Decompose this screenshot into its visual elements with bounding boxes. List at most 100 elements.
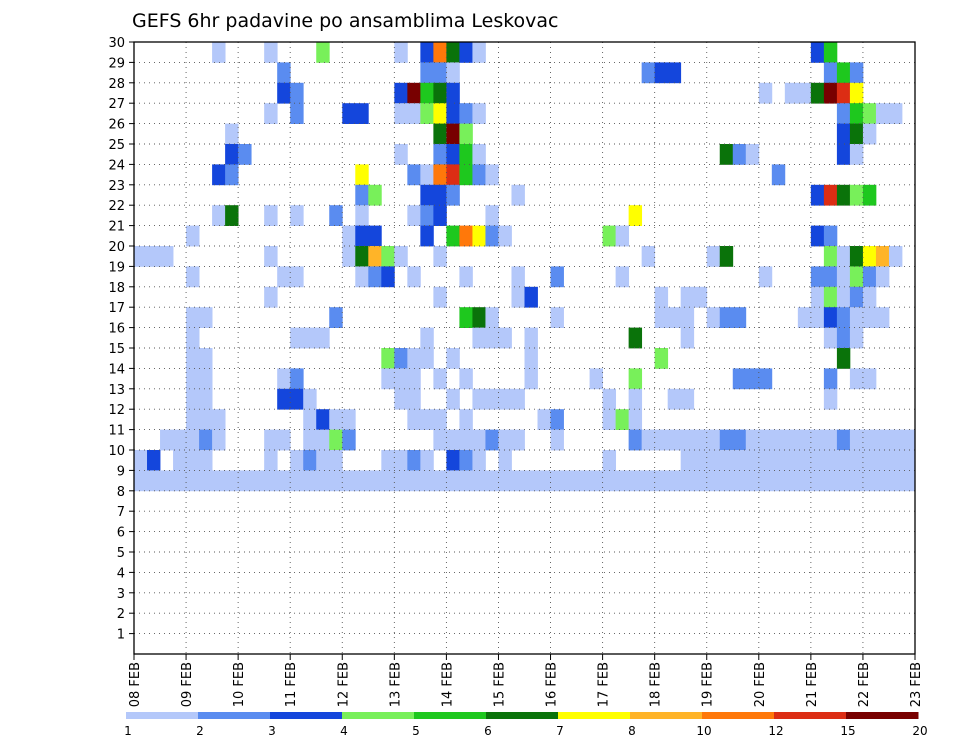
heatmap-cell: [472, 42, 486, 63]
heatmap-cell: [342, 470, 356, 492]
heatmap-cell: [810, 307, 825, 328]
colorbar-segment: [126, 712, 199, 719]
heatmap-cell: [524, 368, 538, 390]
heatmap-cell: [290, 388, 304, 410]
x-tick-label: 14 FEB: [440, 662, 455, 707]
heatmap-cell: [459, 368, 473, 390]
heatmap-cell: [459, 144, 473, 165]
heatmap-cell: [875, 266, 890, 288]
heatmap-cell: [849, 103, 864, 124]
heatmap-cell: [680, 327, 695, 349]
heatmap-cell: [212, 470, 226, 492]
heatmap-cell: [888, 103, 903, 124]
y-axis: 1234567891011121314151617181920212223242…: [108, 36, 134, 643]
heatmap-cell: [277, 388, 291, 410]
colorbar-label: 12: [768, 724, 783, 738]
colorbar-label: 6: [484, 724, 492, 738]
heatmap-cell: [810, 429, 825, 451]
heatmap-cell: [472, 103, 486, 124]
heatmap-cell: [368, 266, 382, 288]
heatmap-cell: [199, 429, 213, 451]
colorbar-segment: [198, 712, 271, 719]
heatmap-cell: [446, 62, 460, 84]
heatmap-cell: [550, 470, 564, 492]
y-tick-label: 11: [108, 424, 125, 439]
y-tick-label: 10: [108, 444, 125, 459]
heatmap-cell: [771, 429, 786, 451]
heatmap-cell: [849, 62, 864, 84]
heatmap-cell: [225, 205, 239, 226]
heatmap-cell: [277, 470, 291, 492]
y-tick-label: 23: [108, 179, 125, 194]
heatmap-cell: [602, 225, 617, 247]
heatmap-cell: [212, 42, 226, 63]
heatmap-cell: [810, 286, 825, 308]
heatmap-cell: [680, 470, 695, 492]
heatmap-cell: [849, 307, 864, 328]
heatmap-cell: [719, 246, 734, 267]
heatmap-cell: [329, 450, 343, 471]
heatmap-cell: [472, 144, 486, 165]
heatmap-cell: [394, 103, 408, 124]
heatmap-cell: [849, 450, 864, 471]
heatmap-cell: [849, 470, 864, 492]
heatmap-cell: [667, 429, 682, 451]
heatmap-cell: [732, 368, 747, 390]
heatmap-cell: [888, 470, 903, 492]
heatmap-cell: [433, 409, 447, 430]
colorbar-segment: [414, 712, 487, 719]
heatmap-cell: [407, 103, 421, 124]
heatmap-cell: [602, 409, 617, 430]
heatmap-cell: [498, 450, 512, 471]
heatmap-cell: [238, 470, 252, 492]
heatmap-cell: [667, 470, 682, 492]
heatmap-cell: [485, 388, 499, 410]
heatmap-cell: [849, 123, 864, 145]
heatmap-cell: [550, 429, 564, 451]
chart-title: GEFS 6hr padavine po ansamblima Leskovac: [132, 10, 559, 32]
heatmap-cell: [550, 409, 564, 430]
heatmap-cell: [368, 225, 382, 247]
heatmap-cell: [407, 348, 421, 369]
heatmap-cell: [836, 286, 851, 308]
x-tick-label: 13 FEB: [388, 662, 403, 707]
colorbar-segment: [558, 712, 631, 719]
heatmap-cell: [706, 470, 721, 492]
heatmap-cell: [758, 429, 773, 451]
heatmap-cell: [511, 286, 525, 308]
heatmap-cell: [810, 470, 825, 492]
heatmap-cell: [446, 348, 460, 369]
y-tick-label: 13: [108, 383, 125, 398]
heatmap-cell: [875, 470, 890, 492]
x-tick-label: 21 FEB: [805, 662, 820, 707]
heatmap-cell: [316, 42, 330, 63]
heatmap-cell: [459, 307, 473, 328]
heatmap-cell: [186, 307, 200, 328]
heatmap-cell: [758, 470, 773, 492]
heatmap-cell: [693, 286, 708, 308]
heatmap-cell: [628, 327, 643, 349]
heatmap-cell: [446, 450, 460, 471]
heatmap-cell: [420, 450, 434, 471]
heatmap-cell: [524, 327, 538, 349]
heatmap-cell: [264, 246, 278, 267]
heatmap-cell: [394, 388, 408, 410]
heatmap-cell: [277, 82, 291, 104]
heatmap-cell: [199, 388, 213, 410]
heatmap-cell: [849, 286, 864, 308]
heatmap-cell: [654, 429, 669, 451]
heatmap-cell: [836, 123, 851, 145]
heatmap-cell: [810, 266, 825, 288]
heatmap-cell: [784, 450, 799, 471]
heatmap-cell: [381, 450, 395, 471]
heatmap-cell: [589, 470, 603, 492]
heatmap-cell: [433, 164, 447, 186]
heatmap-cell: [303, 409, 317, 430]
heatmap-cell: [836, 82, 851, 104]
x-tick-label: 09 FEB: [180, 662, 195, 707]
y-tick-label: 30: [108, 36, 125, 51]
heatmap-cell: [147, 450, 161, 471]
heatmap-cell: [498, 225, 512, 247]
heatmap-cell: [823, 266, 838, 288]
heatmap-cell: [537, 409, 551, 430]
